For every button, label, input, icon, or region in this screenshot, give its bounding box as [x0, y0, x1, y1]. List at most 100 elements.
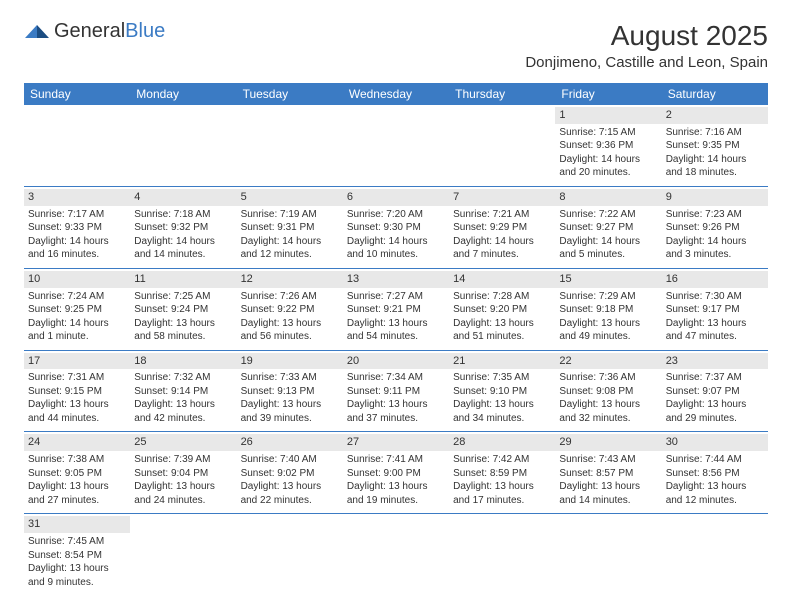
sunrise-text: Sunrise: 7:43 AM — [559, 453, 657, 467]
day-number: 10 — [24, 271, 130, 288]
daylight-text: Daylight: 13 hours — [666, 317, 764, 331]
calendar-cell-empty — [449, 105, 555, 186]
daylight-text: Daylight: 13 hours — [347, 398, 445, 412]
logo: GeneralBlue — [24, 20, 165, 43]
sunrise-text: Sunrise: 7:20 AM — [347, 208, 445, 222]
calendar-cell: 16Sunrise: 7:30 AMSunset: 9:17 PMDayligh… — [662, 268, 768, 350]
day-detail: Sunrise: 7:16 AMSunset: 9:35 PMDaylight:… — [666, 126, 764, 180]
day-detail: Sunrise: 7:36 AMSunset: 9:08 PMDaylight:… — [559, 371, 657, 425]
daylight-text: Daylight: 14 hours — [28, 317, 126, 331]
sunrise-text: Sunrise: 7:25 AM — [134, 290, 232, 304]
daylight-text: and 22 minutes. — [241, 494, 339, 508]
sunset-text: Sunset: 8:54 PM — [28, 549, 126, 563]
day-number: 20 — [343, 353, 449, 370]
weekday-header: Saturday — [662, 83, 768, 105]
sunset-text: Sunset: 9:17 PM — [666, 303, 764, 317]
calendar-cell: 17Sunrise: 7:31 AMSunset: 9:15 PMDayligh… — [24, 350, 130, 432]
day-number: 27 — [343, 434, 449, 451]
day-detail: Sunrise: 7:18 AMSunset: 9:32 PMDaylight:… — [134, 208, 232, 262]
daylight-text: Daylight: 14 hours — [559, 153, 657, 167]
day-detail: Sunrise: 7:19 AMSunset: 9:31 PMDaylight:… — [241, 208, 339, 262]
day-number: 1 — [555, 107, 661, 124]
daylight-text: Daylight: 13 hours — [453, 480, 551, 494]
day-number: 29 — [555, 434, 661, 451]
day-detail: Sunrise: 7:17 AMSunset: 9:33 PMDaylight:… — [28, 208, 126, 262]
day-number: 13 — [343, 271, 449, 288]
day-number: 18 — [130, 353, 236, 370]
sunrise-text: Sunrise: 7:19 AM — [241, 208, 339, 222]
day-number: 17 — [24, 353, 130, 370]
sunset-text: Sunset: 9:20 PM — [453, 303, 551, 317]
calendar-cell: 27Sunrise: 7:41 AMSunset: 9:00 PMDayligh… — [343, 432, 449, 514]
logo-part1: General — [54, 20, 125, 42]
calendar-row: 1Sunrise: 7:15 AMSunset: 9:36 PMDaylight… — [24, 105, 768, 186]
sunrise-text: Sunrise: 7:16 AM — [666, 126, 764, 140]
calendar-row: 17Sunrise: 7:31 AMSunset: 9:15 PMDayligh… — [24, 350, 768, 432]
calendar-cell-empty — [237, 514, 343, 595]
daylight-text: Daylight: 13 hours — [28, 480, 126, 494]
sunset-text: Sunset: 9:30 PM — [347, 221, 445, 235]
sunrise-text: Sunrise: 7:42 AM — [453, 453, 551, 467]
day-number: 30 — [662, 434, 768, 451]
sunrise-text: Sunrise: 7:33 AM — [241, 371, 339, 385]
calendar-cell-empty — [449, 514, 555, 595]
calendar-cell: 1Sunrise: 7:15 AMSunset: 9:36 PMDaylight… — [555, 105, 661, 186]
sunset-text: Sunset: 9:00 PM — [347, 467, 445, 481]
calendar-cell: 25Sunrise: 7:39 AMSunset: 9:04 PMDayligh… — [130, 432, 236, 514]
sunrise-text: Sunrise: 7:34 AM — [347, 371, 445, 385]
location-text: Donjimeno, Castille and Leon, Spain — [525, 54, 768, 71]
calendar-cell: 19Sunrise: 7:33 AMSunset: 9:13 PMDayligh… — [237, 350, 343, 432]
sunrise-text: Sunrise: 7:18 AM — [134, 208, 232, 222]
sunrise-text: Sunrise: 7:30 AM — [666, 290, 764, 304]
daylight-text: and 12 minutes. — [666, 494, 764, 508]
day-detail: Sunrise: 7:27 AMSunset: 9:21 PMDaylight:… — [347, 290, 445, 344]
calendar-cell-empty — [343, 105, 449, 186]
calendar-cell: 12Sunrise: 7:26 AMSunset: 9:22 PMDayligh… — [237, 268, 343, 350]
day-detail: Sunrise: 7:30 AMSunset: 9:17 PMDaylight:… — [666, 290, 764, 344]
day-number: 31 — [24, 516, 130, 533]
sunset-text: Sunset: 9:02 PM — [241, 467, 339, 481]
day-number: 2 — [662, 107, 768, 124]
daylight-text: and 14 minutes. — [134, 248, 232, 262]
sunset-text: Sunset: 8:59 PM — [453, 467, 551, 481]
calendar-cell: 6Sunrise: 7:20 AMSunset: 9:30 PMDaylight… — [343, 186, 449, 268]
sunset-text: Sunset: 8:57 PM — [559, 467, 657, 481]
day-number: 23 — [662, 353, 768, 370]
sunrise-text: Sunrise: 7:29 AM — [559, 290, 657, 304]
day-detail: Sunrise: 7:23 AMSunset: 9:26 PMDaylight:… — [666, 208, 764, 262]
daylight-text: and 51 minutes. — [453, 330, 551, 344]
sunrise-text: Sunrise: 7:35 AM — [453, 371, 551, 385]
day-number: 3 — [24, 189, 130, 206]
day-number: 14 — [449, 271, 555, 288]
sunset-text: Sunset: 9:07 PM — [666, 385, 764, 399]
daylight-text: Daylight: 13 hours — [347, 480, 445, 494]
day-detail: Sunrise: 7:24 AMSunset: 9:25 PMDaylight:… — [28, 290, 126, 344]
daylight-text: Daylight: 13 hours — [28, 398, 126, 412]
day-detail: Sunrise: 7:32 AMSunset: 9:14 PMDaylight:… — [134, 371, 232, 425]
day-detail: Sunrise: 7:45 AMSunset: 8:54 PMDaylight:… — [28, 535, 126, 589]
day-number: 19 — [237, 353, 343, 370]
daylight-text: and 44 minutes. — [28, 412, 126, 426]
sunset-text: Sunset: 9:31 PM — [241, 221, 339, 235]
day-number: 7 — [449, 189, 555, 206]
page-title: August 2025 — [525, 20, 768, 52]
sunset-text: Sunset: 9:05 PM — [28, 467, 126, 481]
header-right: August 2025 Donjimeno, Castille and Leon… — [525, 20, 768, 71]
daylight-text: Daylight: 14 hours — [559, 235, 657, 249]
day-detail: Sunrise: 7:26 AMSunset: 9:22 PMDaylight:… — [241, 290, 339, 344]
sunset-text: Sunset: 9:14 PM — [134, 385, 232, 399]
sunset-text: Sunset: 9:29 PM — [453, 221, 551, 235]
sunset-text: Sunset: 9:11 PM — [347, 385, 445, 399]
sunset-text: Sunset: 9:10 PM — [453, 385, 551, 399]
day-detail: Sunrise: 7:44 AMSunset: 8:56 PMDaylight:… — [666, 453, 764, 507]
calendar-head: SundayMondayTuesdayWednesdayThursdayFrid… — [24, 83, 768, 105]
daylight-text: Daylight: 13 hours — [559, 317, 657, 331]
sunset-text: Sunset: 9:26 PM — [666, 221, 764, 235]
daylight-text: Daylight: 13 hours — [666, 398, 764, 412]
calendar-cell: 9Sunrise: 7:23 AMSunset: 9:26 PMDaylight… — [662, 186, 768, 268]
daylight-text: and 1 minute. — [28, 330, 126, 344]
calendar-cell: 4Sunrise: 7:18 AMSunset: 9:32 PMDaylight… — [130, 186, 236, 268]
daylight-text: Daylight: 13 hours — [241, 480, 339, 494]
daylight-text: and 49 minutes. — [559, 330, 657, 344]
daylight-text: Daylight: 13 hours — [666, 480, 764, 494]
